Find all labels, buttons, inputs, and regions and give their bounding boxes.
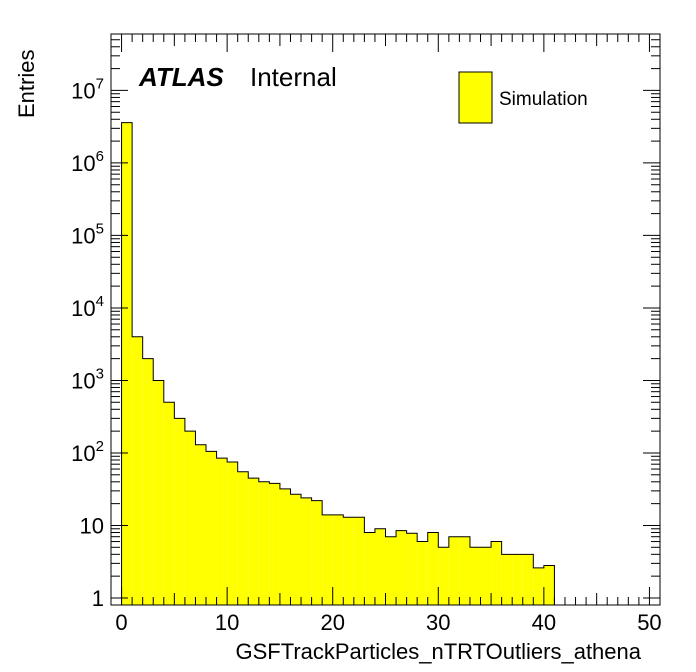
histogram-bar (501, 554, 513, 605)
histogram-bar (311, 500, 323, 605)
x-tick-label: 20 (320, 610, 344, 635)
histogram-bars (111, 122, 555, 606)
y-axis-label: Entries (14, 50, 39, 118)
histogram-bar (448, 536, 460, 605)
legend-swatch (458, 71, 493, 124)
histogram-bar (132, 336, 143, 605)
tick-labels: 0 10 20 30 40 50 1 10 102 103 104 105 106 107 (71, 75, 662, 635)
histogram-bar (195, 444, 207, 605)
x-tick-label: 40 (532, 610, 556, 635)
histogram-bar (480, 547, 492, 605)
legend-entry-simulation: Simulation (499, 89, 588, 110)
histogram-bar (184, 431, 196, 605)
legend: Simulation (458, 71, 588, 124)
histogram-bar (153, 380, 164, 605)
histogram-bar (142, 358, 154, 605)
histogram-bar (522, 554, 534, 605)
histogram-bar (385, 536, 397, 605)
y-tick-label: 106 (71, 148, 104, 176)
histogram-bar (491, 541, 502, 605)
histogram-outline (111, 122, 555, 606)
axes (110, 33, 661, 606)
histogram-bar (206, 451, 217, 605)
x-tick-label: 10 (215, 610, 239, 635)
y-tick-label: 10 (80, 513, 104, 538)
y-tick-label: 102 (71, 438, 104, 466)
histogram-bar (427, 532, 439, 605)
histogram-bar (163, 402, 175, 605)
histogram-bar (269, 483, 280, 605)
atlas-annotation: ATLAS Internal (138, 62, 337, 92)
histogram-bar (543, 565, 555, 605)
histogram-bar (469, 547, 481, 605)
histogram-bar (227, 462, 238, 605)
histogram-bar (174, 418, 185, 605)
y-tick-label: 1 (92, 586, 104, 611)
x-tick-label: 30 (426, 610, 450, 635)
histogram-bar (343, 517, 354, 605)
histogram-bar (121, 122, 133, 605)
histogram-bar (364, 532, 375, 605)
histogram-bar (216, 458, 228, 605)
histogram-bar (533, 567, 544, 605)
histogram-bar (332, 514, 344, 605)
histogram-bar (353, 517, 365, 605)
y-tick-label: 104 (71, 293, 104, 321)
histogram-bar (258, 481, 270, 605)
y-tick-label: 105 (71, 220, 104, 248)
histogram-bar (279, 488, 291, 605)
histogram-bar (406, 533, 418, 605)
histogram-bar (459, 536, 470, 605)
histogram-bar (301, 497, 312, 605)
histogram-bar (438, 547, 449, 605)
x-tick-label: 50 (637, 610, 661, 635)
y-tick-label: 103 (71, 365, 104, 393)
histogram-bar (237, 471, 249, 605)
atlas-label: ATLAS (138, 62, 224, 92)
histogram-bar (322, 514, 333, 605)
histogram-bar (374, 528, 386, 605)
y-tick-label: 107 (71, 75, 104, 103)
histogram-bar (290, 494, 302, 605)
histogram-bar (417, 541, 428, 605)
internal-label: Internal (250, 62, 337, 92)
x-tick-label: 0 (115, 610, 127, 635)
x-axis-label: GSFTrackParticles_nTRTOutliers_athena (235, 639, 641, 664)
histogram-bar (248, 478, 259, 605)
histogram-bar (512, 554, 523, 605)
histogram-bar (396, 530, 407, 605)
